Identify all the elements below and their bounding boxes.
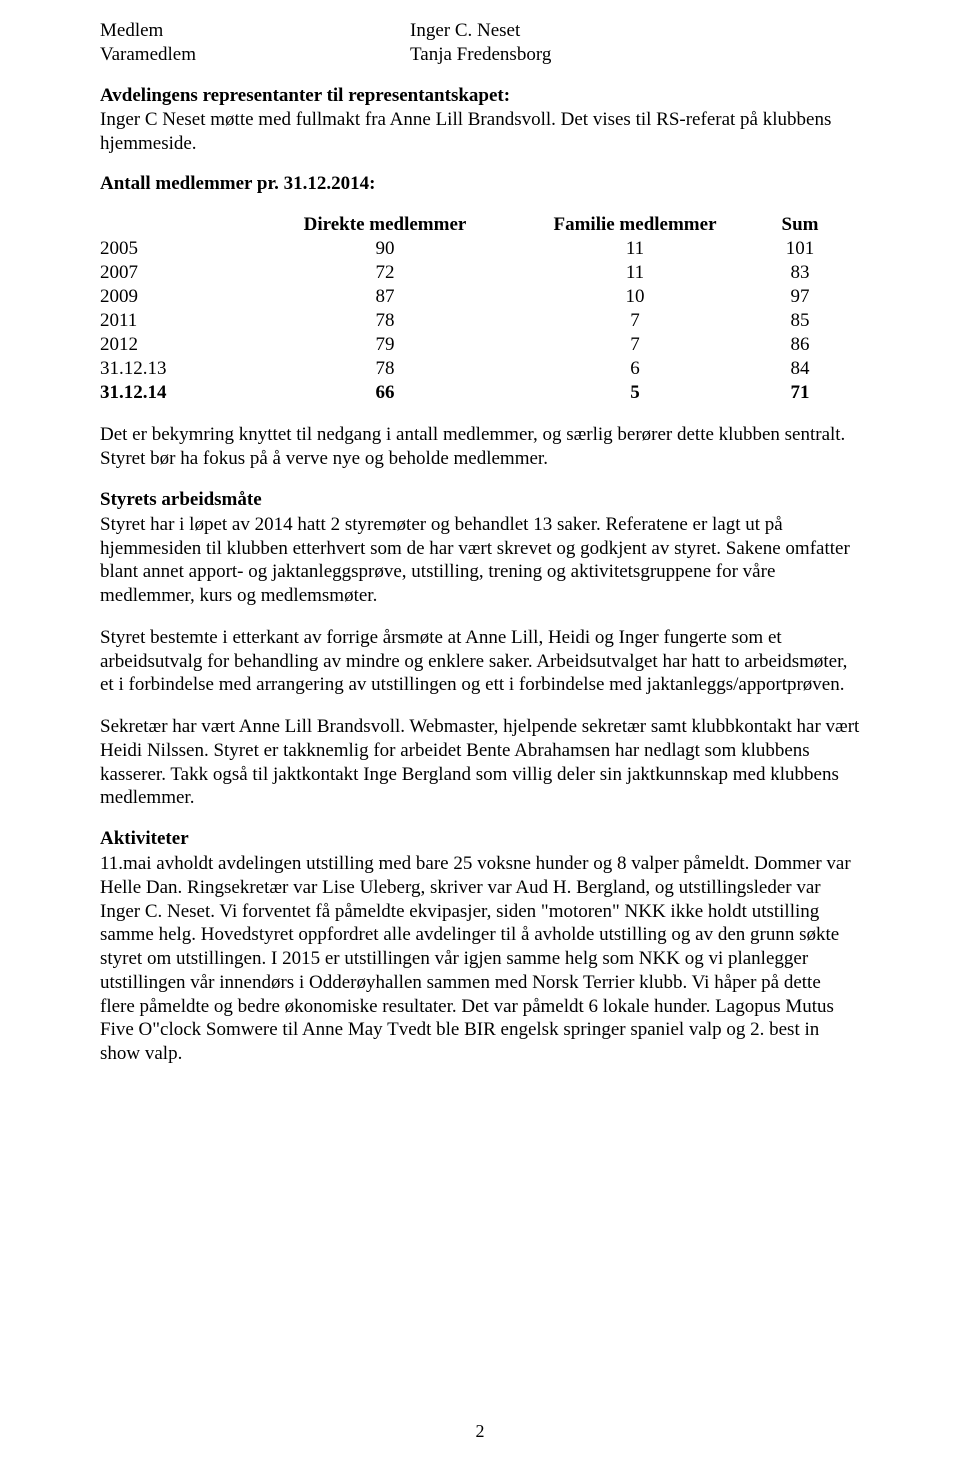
table-row: 2007 72 11 83 [100,261,860,285]
workmode-p1: Styret har i løpet av 2014 hatt 2 styrem… [100,513,860,608]
th-year [100,213,240,237]
workmode-p2: Styret bestemte i etterkant av forrige å… [100,626,860,697]
page-number: 2 [476,1421,485,1442]
td-year: 2011 [100,309,240,333]
reps-title: Avdelingens representanter til represent… [100,85,510,106]
document-page: Medlem Inger C. Neset Varamedlem Tanja F… [0,0,960,1462]
th-sum: Sum [740,213,860,237]
th-direct: Direkte medlemmer [240,213,530,237]
role-label-member: Medlem [100,20,410,42]
table-row: 31.12.13 78 6 84 [100,357,860,381]
td-year: 2005 [100,237,240,261]
td-direct: 72 [240,261,530,285]
td-family: 5 [530,381,740,405]
table-row: 2005 90 11 101 [100,237,860,261]
td-sum: 84 [740,357,860,381]
workmode-title: Styrets arbeidsmåte [100,489,860,511]
table-row-last: 31.12.14 66 5 71 [100,381,860,405]
td-direct: 78 [240,309,530,333]
role-row-deputy: Varamedlem Tanja Fredensborg [100,44,860,66]
reps-text: Inger C Neset møtte med fullmakt fra Ann… [100,109,831,154]
td-direct: 90 [240,237,530,261]
table-header-row: Direkte medlemmer Familie medlemmer Sum [100,213,860,237]
td-direct: 66 [240,381,530,405]
members-count-title: Antall medlemmer pr. 31.12.2014: [100,173,860,195]
td-family: 11 [530,261,740,285]
workmode-p3: Sekretær har vært Anne Lill Brandsvoll. … [100,715,860,810]
td-family: 7 [530,333,740,357]
role-value-deputy: Tanja Fredensborg [410,44,551,66]
th-family: Familie medlemmer [530,213,740,237]
td-year: 2007 [100,261,240,285]
td-sum: 97 [740,285,860,309]
reps-block: Avdelingens representanter til represent… [100,84,860,155]
table-row: 2012 79 7 86 [100,333,860,357]
td-sum: 85 [740,309,860,333]
td-family: 6 [530,357,740,381]
td-sum: 101 [740,237,860,261]
td-direct: 78 [240,357,530,381]
td-year: 31.12.13 [100,357,240,381]
role-value-member: Inger C. Neset [410,20,520,42]
role-block: Medlem Inger C. Neset Varamedlem Tanja F… [100,20,860,66]
role-label-deputy: Varamedlem [100,44,410,66]
table-row: 2009 87 10 97 [100,285,860,309]
activities-title: Aktiviteter [100,828,860,850]
td-family: 7 [530,309,740,333]
role-row-member: Medlem Inger C. Neset [100,20,860,42]
td-sum: 86 [740,333,860,357]
td-direct: 87 [240,285,530,309]
td-sum: 83 [740,261,860,285]
td-family: 10 [530,285,740,309]
td-direct: 79 [240,333,530,357]
td-sum: 71 [740,381,860,405]
td-family: 11 [530,237,740,261]
td-year: 2012 [100,333,240,357]
concern-paragraph: Det er bekymring knyttet til nedgang i a… [100,423,860,471]
activities-p1: 11.mai avholdt avdelingen utstilling med… [100,852,860,1066]
table-row: 2011 78 7 85 [100,309,860,333]
members-table: Direkte medlemmer Familie medlemmer Sum … [100,213,860,405]
td-year: 31.12.14 [100,381,240,405]
td-year: 2009 [100,285,240,309]
